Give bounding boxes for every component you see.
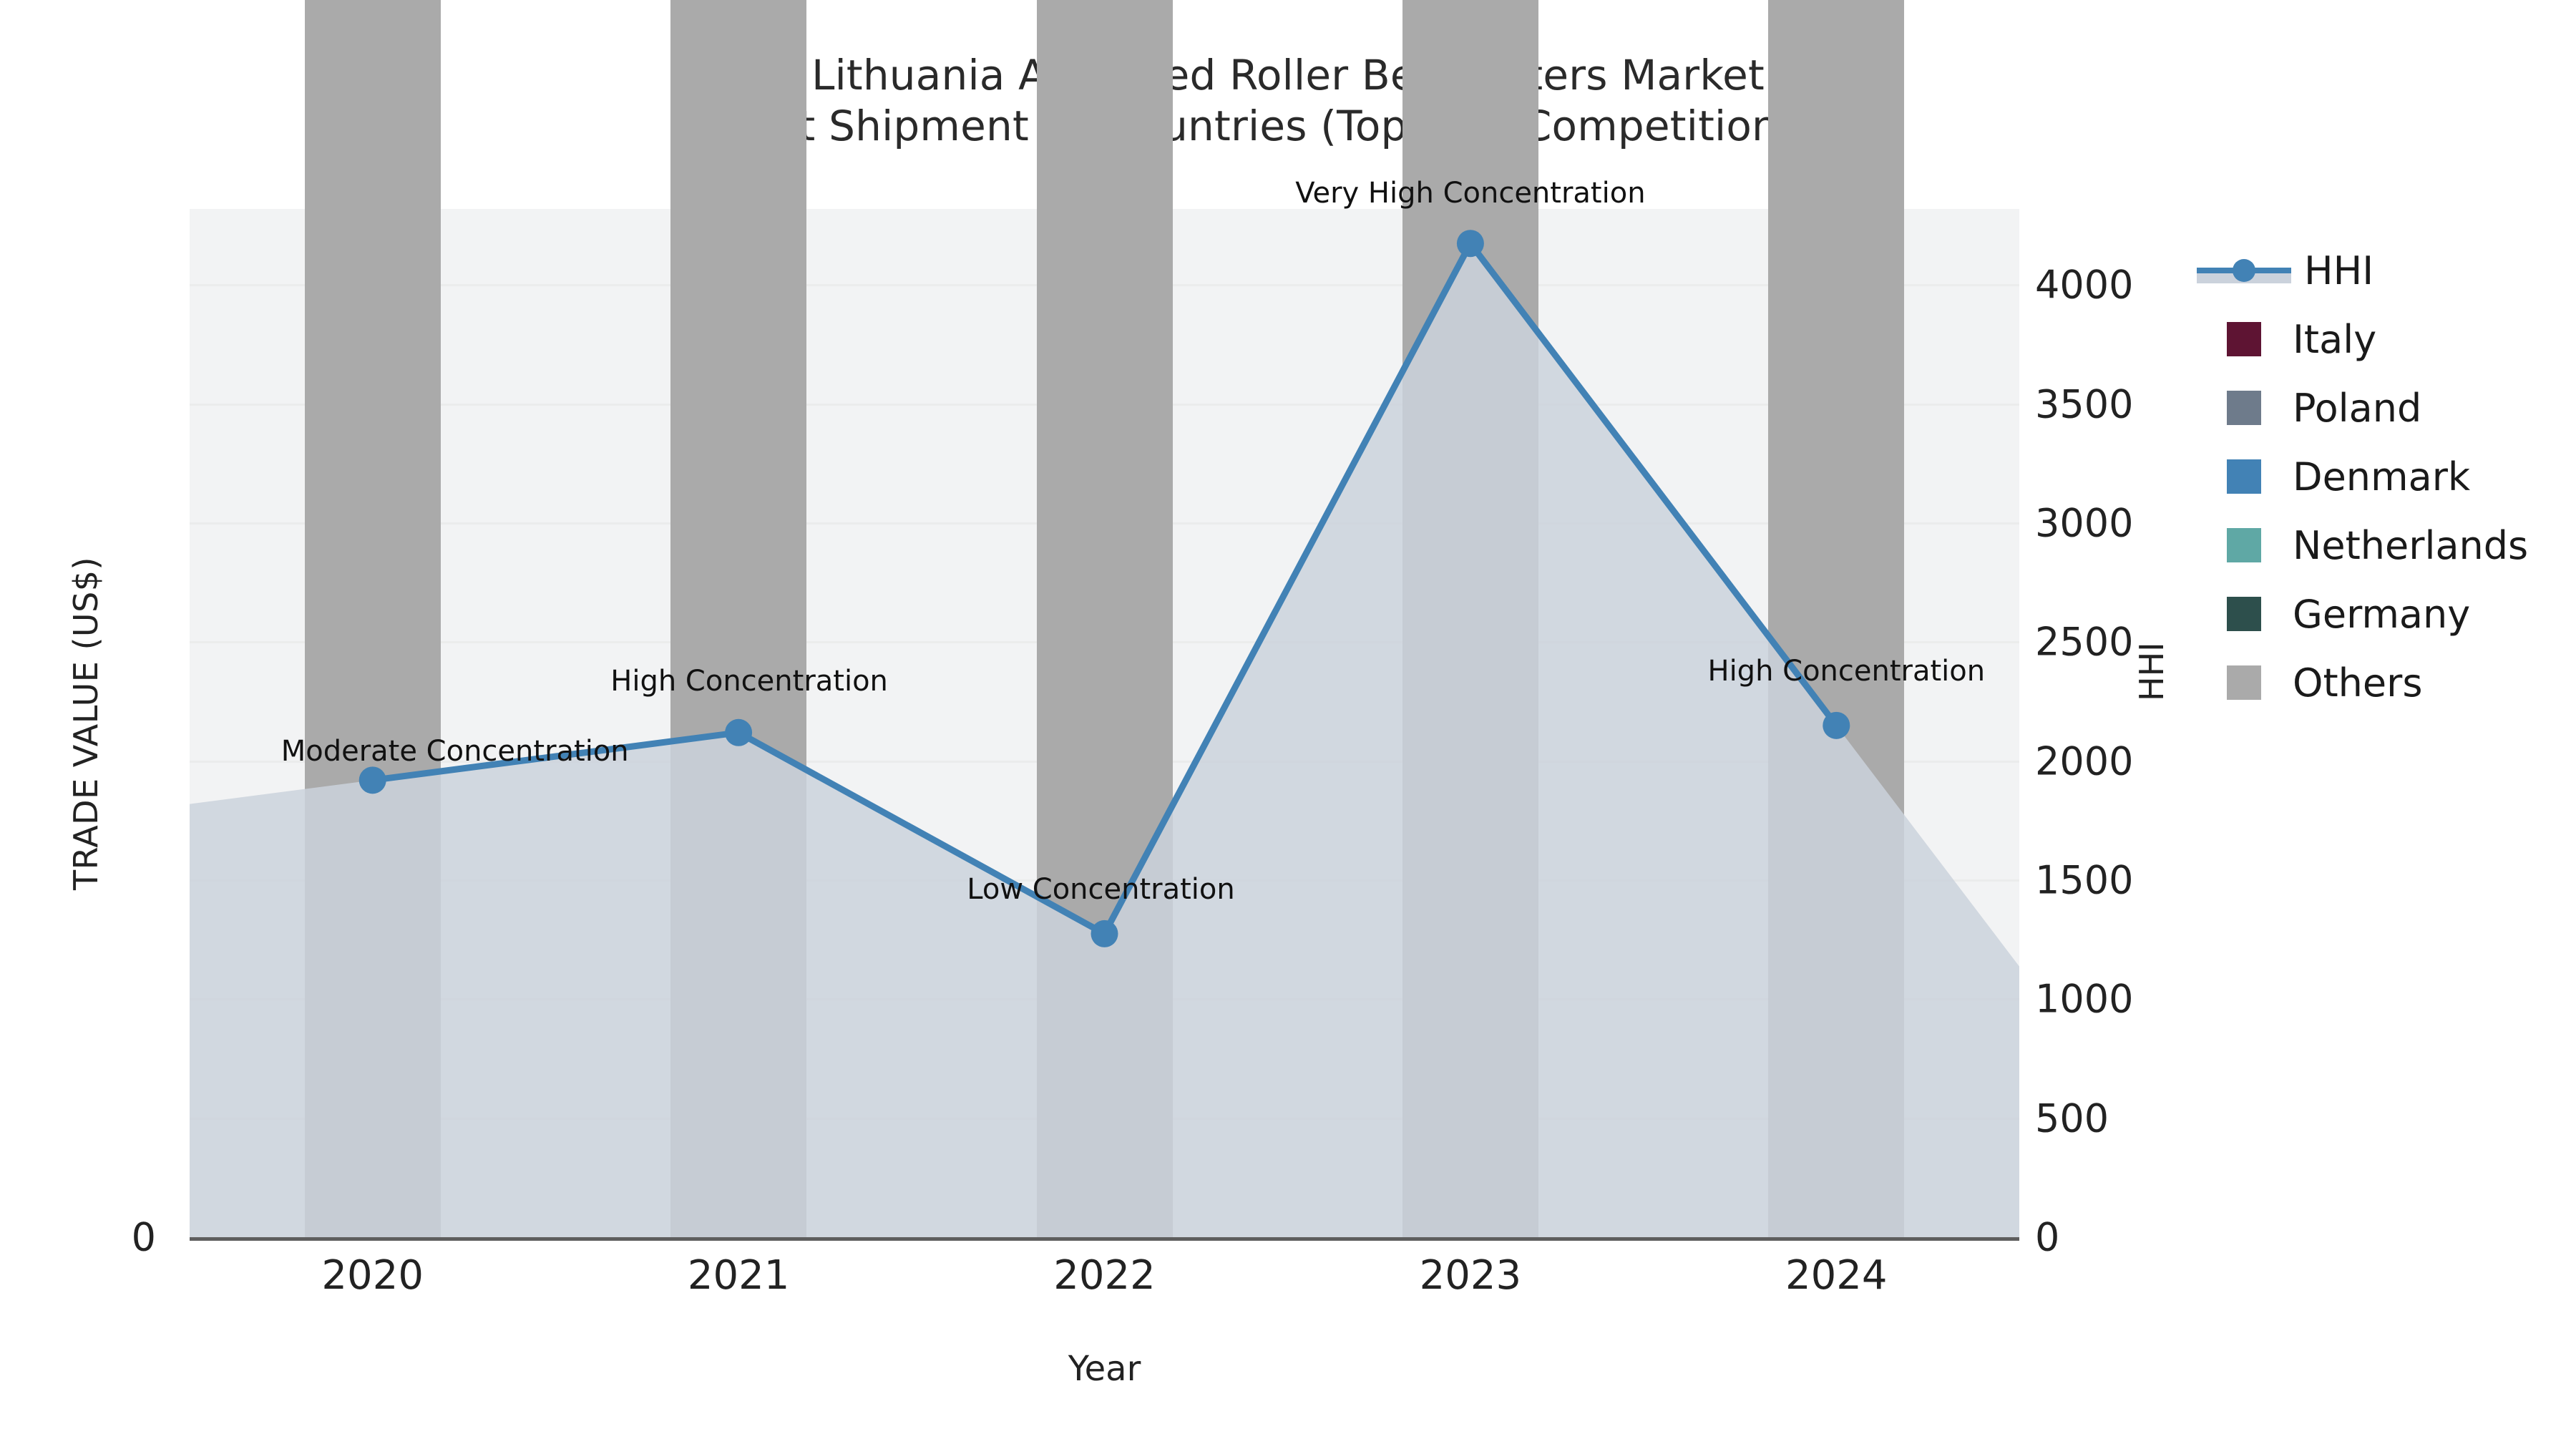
legend-item-label: Germany (2293, 591, 2471, 637)
legend-item-label: Netherlands (2293, 522, 2529, 568)
y-axis-tick-label: 0 (131, 1214, 156, 1260)
concentration-annotation: Low Concentration (967, 872, 1235, 906)
legend-item-label: Italy (2293, 316, 2377, 362)
concentration-annotation: Very High Concentration (1295, 177, 1646, 210)
y2-axis-tick-label: 2000 (2035, 738, 2134, 784)
y2-axis-tick-label: 0 (2035, 1214, 2060, 1260)
legend-item-label: Denmark (2293, 454, 2471, 499)
x-axis-line (190, 1237, 2019, 1241)
hhi-area-fill (190, 243, 2019, 1237)
x-axis-tick-label: 2021 (687, 1252, 790, 1299)
y2-axis-tick-label: 1000 (2035, 976, 2134, 1022)
legend-line-dot (2233, 259, 2255, 282)
legend-color-swatch (2227, 322, 2261, 356)
concentration-annotation: High Concentration (610, 664, 888, 698)
y2-axis-tick-label: 3000 (2035, 500, 2134, 546)
concentration-annotation: High Concentration (1707, 654, 1986, 688)
legend-color-swatch (2227, 597, 2261, 631)
hhi-data-point[interactable] (1456, 230, 1484, 258)
hhi-line-series (190, 230, 2019, 1237)
hhi-data-point[interactable] (725, 718, 753, 746)
legend-item-label: HHI (2304, 248, 2374, 293)
y2-axis-tick-label: 3500 (2035, 381, 2134, 427)
legend-item-label: Poland (2293, 385, 2422, 431)
legend-item-label: Others (2293, 660, 2423, 706)
x-axis-tick-label: 2022 (1053, 1252, 1156, 1299)
chart-title: Lithuania Activated Roller Belt Sorters … (0, 50, 2576, 152)
y2-axis-tick-label: 1500 (2035, 857, 2134, 903)
y-axis-title-wrap: TRADE VALUE (US$) (0, 209, 190, 1237)
y2-axis-tick-label: 500 (2035, 1096, 2109, 1141)
hhi-data-point[interactable] (358, 766, 386, 794)
legend-item[interactable]: HHI (2197, 236, 2528, 305)
x-axis-title: Year (1068, 1349, 1141, 1389)
y2-axis-tick-label: 2500 (2035, 619, 2134, 665)
legend-item[interactable]: Italy (2197, 305, 2528, 374)
legend-item[interactable]: Netherlands (2197, 511, 2528, 580)
chart-subtitle-line2: Import Shipment by Countries (Top 5) & C… (676, 101, 1900, 150)
chart-legend: HHI Italy Poland Denmark Netherlands Germany O… (2197, 236, 2528, 717)
x-axis-tick-label: 2024 (1785, 1252, 1888, 1299)
x-axis-tick-label: 2020 (321, 1252, 424, 1299)
legend-color-swatch (2227, 665, 2261, 700)
legend-color-swatch (2227, 459, 2261, 494)
legend-item[interactable]: Denmark (2197, 442, 2528, 511)
y2-axis-tick-label: 4000 (2035, 262, 2134, 308)
y-axis-title: TRADE VALUE (US$) (67, 556, 105, 890)
hhi-data-point[interactable] (1091, 919, 1118, 947)
hhi-data-point[interactable] (1823, 711, 1850, 739)
chart-title-line1: Lithuania Activated Roller Belt Sorters … (811, 51, 1765, 99)
y2-axis-title: HHI (2132, 642, 2171, 701)
legend-line-marker (2197, 253, 2291, 288)
legend-item[interactable]: Others (2197, 648, 2528, 717)
concentration-annotation: Moderate Concentration (280, 735, 629, 769)
legend-item[interactable]: Germany (2197, 580, 2528, 648)
x-axis-tick-label: 2023 (1419, 1252, 1522, 1299)
legend-item[interactable]: Poland (2197, 374, 2528, 442)
legend-color-swatch (2227, 391, 2261, 425)
legend-color-swatch (2227, 528, 2261, 562)
